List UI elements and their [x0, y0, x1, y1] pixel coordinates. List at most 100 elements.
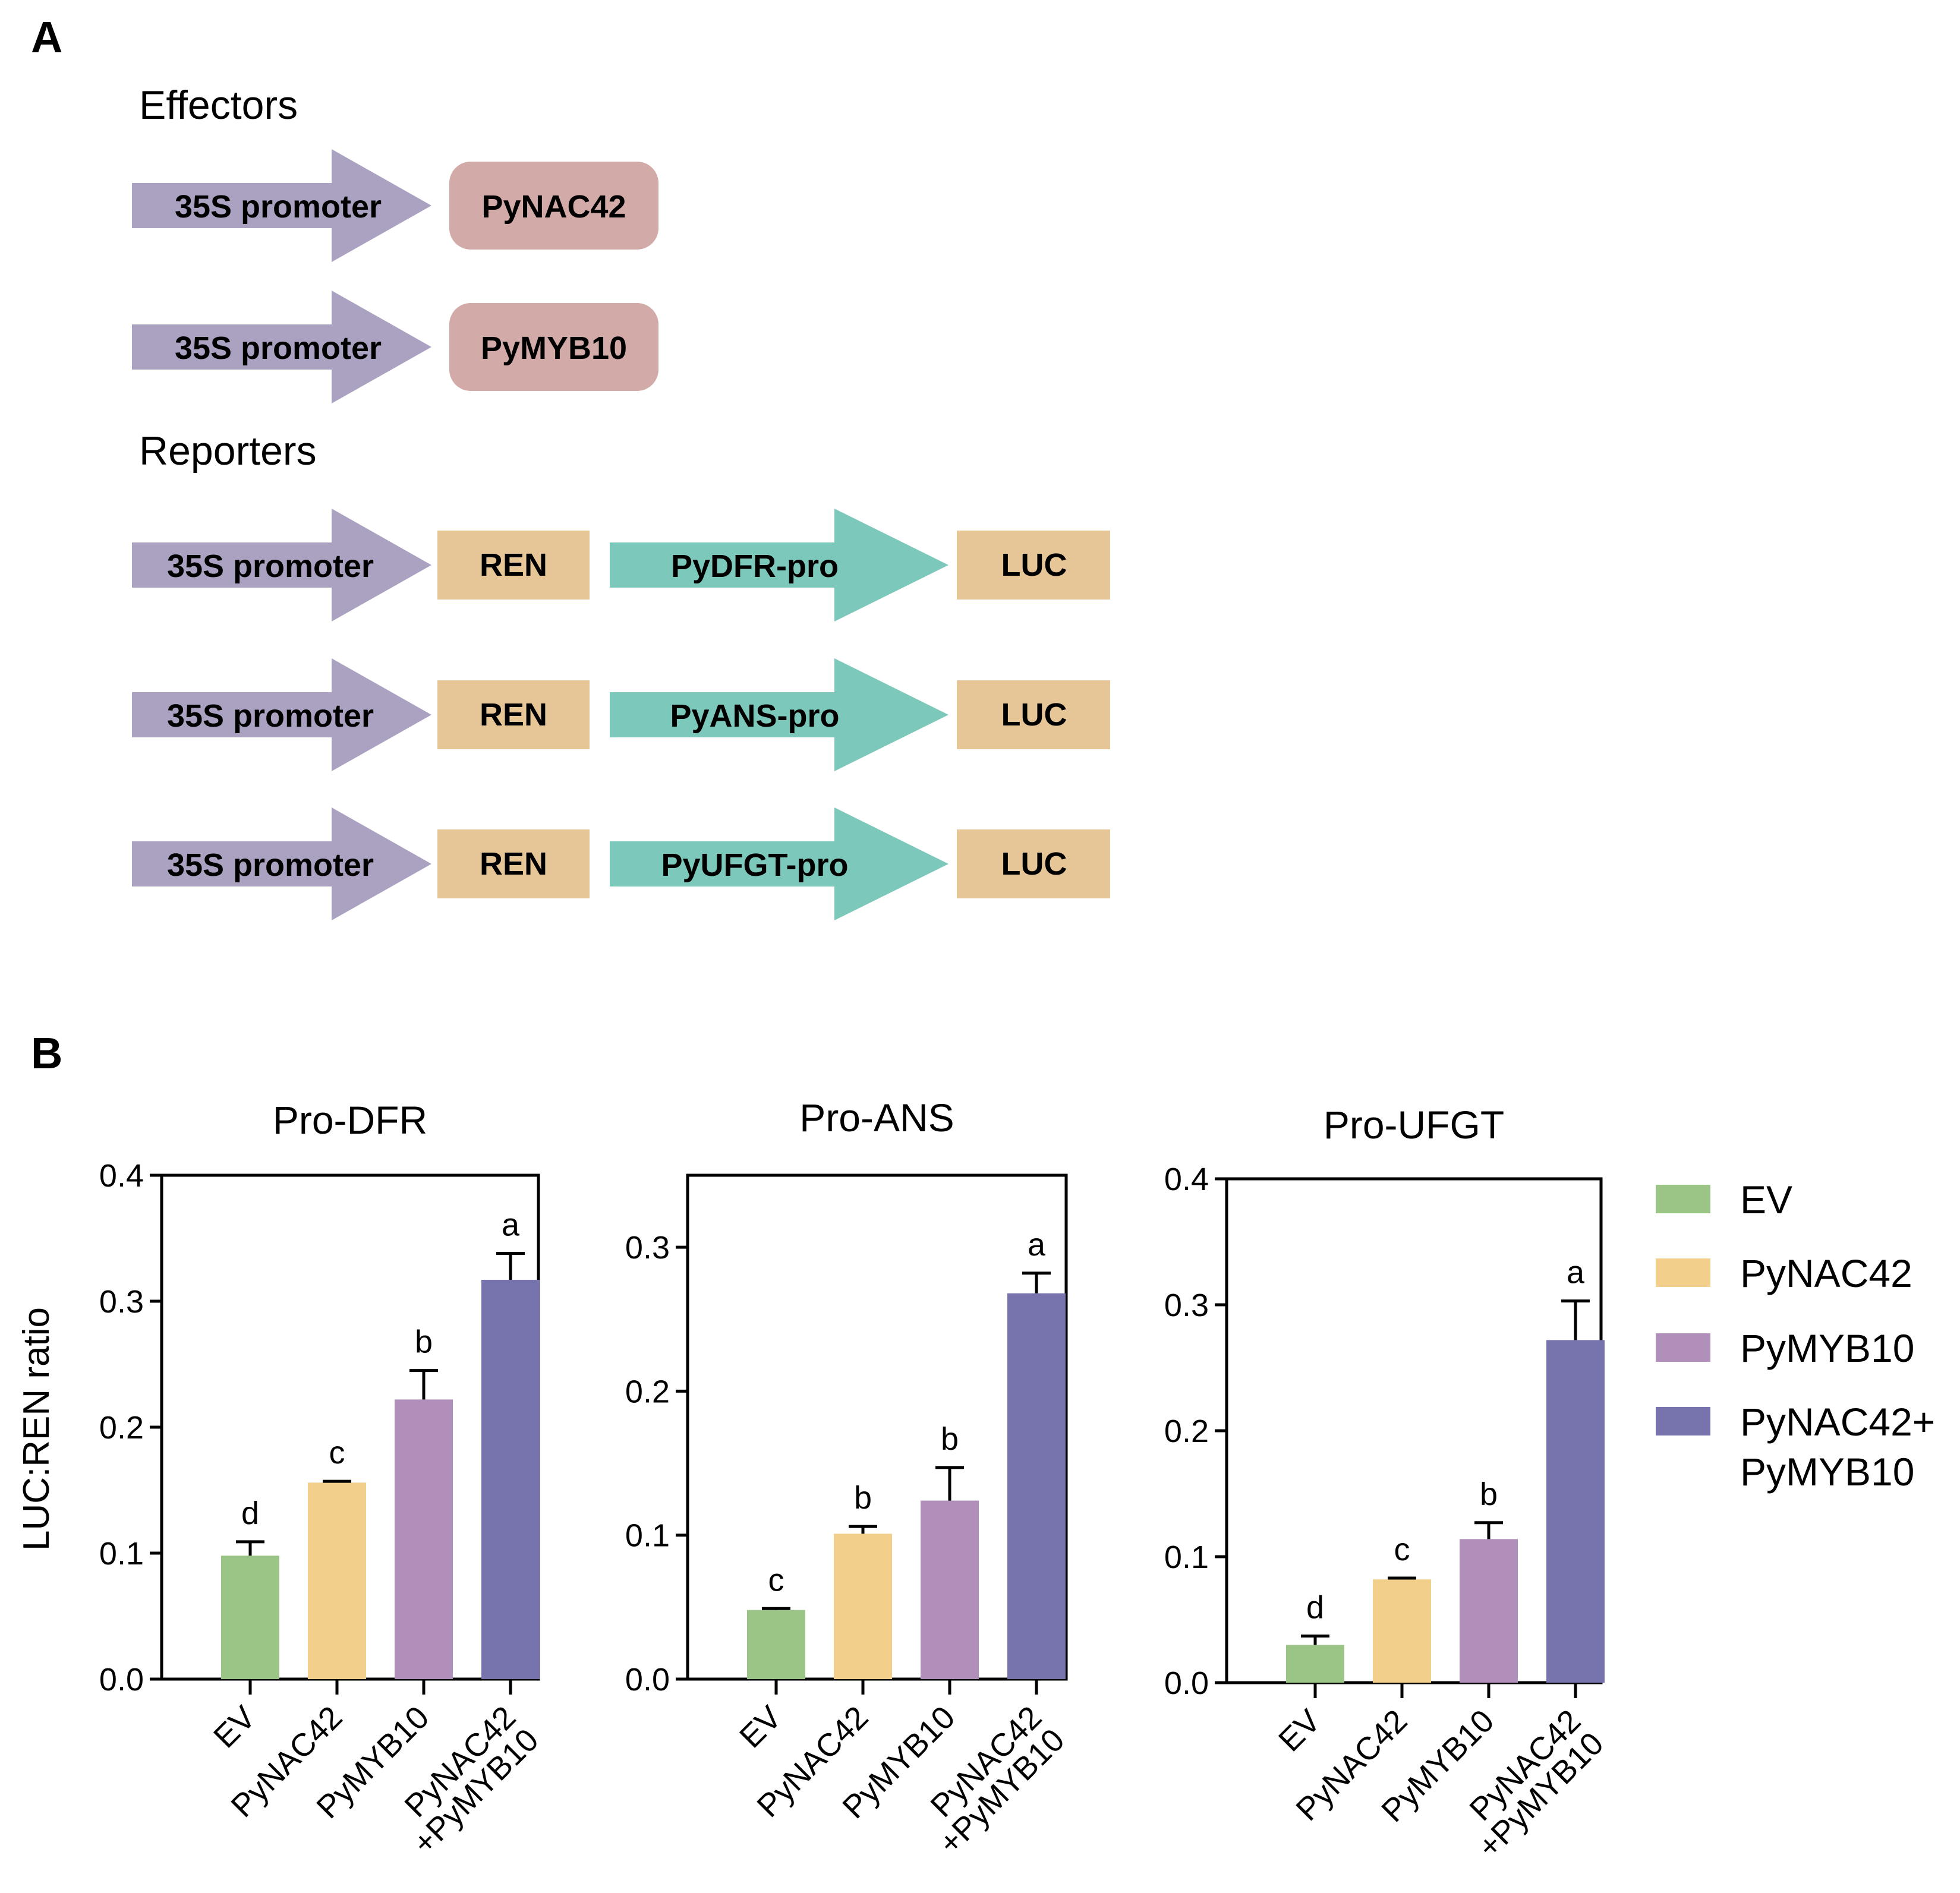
promoter-35s-arrow	[132, 509, 431, 621]
bar	[1007, 1293, 1066, 1679]
ren-box	[437, 531, 590, 600]
promoter-35s-arrow	[132, 658, 431, 771]
chart-title: Pro-DFR	[273, 1098, 427, 1142]
bar	[1373, 1579, 1431, 1683]
x-tick-label: EV	[733, 1699, 788, 1755]
y-tick-label: 0.2	[99, 1410, 144, 1446]
significance-letter: a	[1028, 1227, 1046, 1263]
legend-swatch	[1656, 1333, 1710, 1362]
significance-letter: d	[1306, 1590, 1324, 1626]
y-tick-label: 0.1	[625, 1518, 670, 1554]
promoter-label: 35S promoter	[167, 698, 374, 734]
y-tick-label: 0.1	[1164, 1539, 1209, 1575]
ren-label: REN	[480, 547, 547, 583]
legend-label-line: PyMYB10	[1740, 1450, 1914, 1494]
ren-label: REN	[480, 697, 547, 733]
legend-label: PyNAC42	[1740, 1251, 1912, 1295]
effectors-heading: Effectors	[139, 83, 298, 128]
legend-label-line: PyNAC42+	[1740, 1400, 1935, 1444]
y-tick-label: 0.0	[625, 1662, 670, 1698]
significance-letter: d	[241, 1496, 259, 1531]
panel-a-label: A	[31, 12, 62, 62]
chart-title: Pro-UFGT	[1324, 1103, 1504, 1147]
legend-swatch	[1656, 1185, 1710, 1213]
y-tick-label: 0.3	[1164, 1288, 1209, 1323]
promoter-label: 35S promoter	[175, 330, 382, 366]
legend-swatch	[1656, 1258, 1710, 1287]
y-tick-label: 0.1	[99, 1536, 144, 1572]
legend: EV PyNAC42 PyMYB10 PyNAC42+ PyMYB10	[1656, 1178, 1935, 1494]
significance-letter: a	[502, 1207, 520, 1242]
luc-label: LUC	[1001, 697, 1067, 733]
promoter-35s-arrow	[132, 149, 431, 262]
bar	[395, 1399, 453, 1679]
ren-box	[437, 829, 590, 898]
gene-promoter-label: PyANS-pro	[670, 698, 839, 734]
significance-letter: b	[1480, 1476, 1498, 1512]
legend-label: EV	[1740, 1178, 1792, 1222]
chart-title: Pro-ANS	[799, 1096, 954, 1140]
legend-entry: EV	[1656, 1178, 1792, 1222]
luc-label: LUC	[1001, 846, 1067, 882]
gene-promoter-label: PyDFR-pro	[671, 548, 839, 584]
panel-b-label: B	[31, 1028, 62, 1078]
panel-a: A Effectors Reporters 35S promoter PyNAC4…	[31, 12, 1110, 920]
ren-box	[437, 680, 590, 749]
legend-label-line: EV	[1740, 1178, 1792, 1222]
bar	[308, 1482, 366, 1679]
promoter-label: 35S promoter	[175, 189, 382, 225]
legend-label: PyMYB10	[1740, 1326, 1914, 1370]
bar-chart: Pro-DFR0.00.10.20.30.4dEVcPyNAC42bPyMYB1…	[99, 1098, 546, 1862]
significance-letter: c	[1394, 1532, 1410, 1567]
significance-letter: b	[854, 1480, 872, 1516]
bar-chart: Pro-UFGT0.00.10.20.30.4dEVcPyNAC42bPyMYB…	[1164, 1103, 1611, 1865]
bar	[1546, 1340, 1605, 1683]
effector-construct: 35S promoter PyNAC42	[132, 149, 658, 262]
promoter-label: 35S promoter	[167, 548, 374, 584]
bar	[1460, 1539, 1518, 1683]
x-tick-label-line: EV	[207, 1699, 262, 1755]
y-tick-label: 0.4	[1164, 1162, 1209, 1197]
gene-promoter-arrow	[610, 658, 949, 771]
reporter-construct: 35S promoter REN PyANS-pro LUC	[132, 658, 1110, 771]
significance-letter: b	[941, 1421, 959, 1457]
y-tick-label: 0.2	[625, 1374, 670, 1409]
x-tick-label: EV	[1272, 1703, 1327, 1758]
gene-promoter-arrow	[610, 807, 949, 920]
y-tick-label: 0.0	[1164, 1665, 1209, 1701]
reporter-construct: 35S promoter REN PyDFR-pro LUC	[132, 509, 1110, 621]
x-tick-label: EV	[207, 1699, 262, 1755]
promoter-35s-arrow	[132, 807, 431, 920]
bar	[747, 1610, 805, 1679]
luc-box	[957, 680, 1110, 749]
significance-letter: b	[415, 1324, 433, 1360]
legend-entry: PyNAC42	[1656, 1251, 1912, 1295]
ren-label: REN	[480, 846, 547, 882]
promoter-35s-arrow	[132, 291, 431, 403]
bar	[921, 1500, 979, 1679]
reporter-construct: 35S promoter REN PyUFGT-pro LUC	[132, 807, 1110, 920]
x-tick-label-line: EV	[1272, 1703, 1327, 1758]
effector-gene-box	[449, 162, 658, 250]
bar	[1286, 1645, 1344, 1683]
luc-box	[957, 531, 1110, 600]
effector-gene-box	[449, 303, 658, 391]
bar-chart: Pro-ANS0.00.10.20.3cEVbPyNAC42bPyMYB10aP…	[625, 1096, 1072, 1862]
legend-entry: PyNAC42+ PyMYB10	[1656, 1400, 1935, 1494]
legend-entry: PyMYB10	[1656, 1326, 1914, 1370]
bar	[221, 1556, 279, 1679]
bar-charts: Pro-DFR0.00.10.20.30.4dEVcPyNAC42bPyMYB1…	[99, 1096, 1611, 1865]
effector-gene-label: PyMYB10	[481, 330, 627, 366]
luc-label: LUC	[1001, 547, 1067, 583]
x-tick-label-line: EV	[733, 1699, 788, 1755]
bar	[834, 1534, 892, 1679]
y-tick-label: 0.2	[1164, 1414, 1209, 1449]
bar	[481, 1279, 540, 1679]
y-tick-label: 0.3	[99, 1284, 144, 1320]
y-tick-label: 0.4	[99, 1158, 144, 1194]
legend-label: PyNAC42+ PyMYB10	[1740, 1400, 1935, 1494]
y-axis-label: LUC:REN ratio	[16, 1307, 57, 1551]
effector-construct: 35S promoter PyMYB10	[132, 291, 658, 403]
